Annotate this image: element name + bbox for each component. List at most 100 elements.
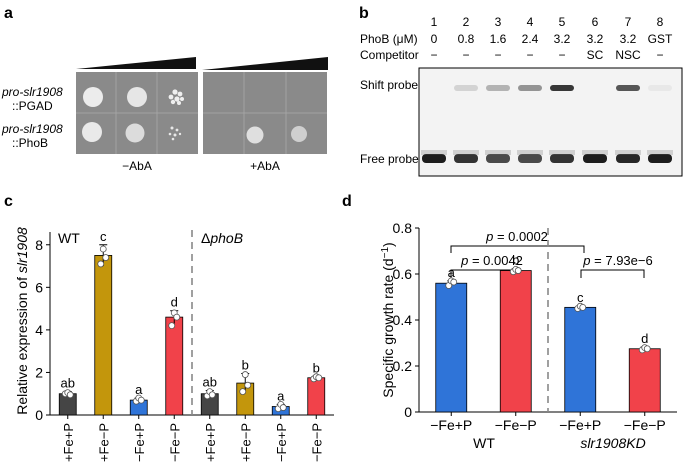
shift-probe-band [616, 85, 640, 91]
x-tick-label: +Fe+P [61, 423, 76, 462]
lane-number: 7 [625, 15, 632, 29]
data-point [579, 303, 587, 311]
colony-spot [127, 87, 147, 107]
y-tick-label: 6 [35, 279, 43, 295]
y-tick-label: 2 [35, 364, 43, 380]
lane-smear [647, 150, 673, 155]
lane-number: 8 [657, 15, 664, 29]
panel-d-plot: 0 0.2 0.4 0.6 0.8 a −Fe+P b −Fe−P c −Fe+P d −Fe−P [393, 220, 677, 433]
free-probe-label: Free probe [360, 152, 419, 166]
panel-c-letter: c [4, 193, 13, 210]
y-tick-label: 0 [35, 407, 43, 423]
phob-row-label: PhoB (μM) [360, 32, 418, 46]
shift-probe-band [648, 85, 672, 91]
data-point [643, 345, 651, 353]
x-tick-label: −Fe−P [309, 423, 324, 462]
phob-concentration: 0 [431, 32, 438, 46]
x-tick-label: −Fe−P [495, 417, 537, 433]
p-value-kd-symbol: p [582, 253, 590, 268]
y-tick-label: 0 [404, 404, 412, 420]
x-tick-label: +Fe+P [203, 423, 218, 462]
data-point [208, 391, 216, 399]
y-tick-label: 0.2 [393, 358, 413, 374]
lane-number: 3 [495, 15, 502, 29]
row1-label-line2: ::PGAD [12, 99, 53, 113]
x-tick-label: −Fe+P [274, 423, 289, 462]
phob-concentration: 1.6 [490, 32, 507, 46]
free-probe-band [454, 154, 478, 163]
panel-c: c Relative expression of slr1908 WT Δpho… [4, 193, 334, 462]
plate-left-label: −AbA [122, 159, 152, 173]
competitor-row-label: Competitor [360, 48, 419, 62]
data-point [137, 396, 145, 404]
data-point [241, 371, 249, 378]
shift-probe-band [550, 85, 574, 91]
panel-d-ylabel-main: Specific growth rate (d [380, 258, 396, 397]
x-tick-label: −Fe−P [624, 417, 666, 433]
competitor-value: − [430, 48, 437, 62]
free-probe-band [486, 154, 510, 163]
colony-speckle [168, 126, 182, 141]
significance-letter: d [641, 331, 648, 346]
data-point [102, 254, 110, 261]
data-point [315, 374, 323, 382]
colony-spot [82, 122, 102, 142]
row2-label-line1: pro-slr1908 [1, 122, 63, 136]
competitor-value: SC [587, 48, 604, 62]
panel-a-letter: a [4, 5, 13, 22]
lane-smear [615, 150, 641, 155]
free-probe-band [518, 154, 542, 163]
y-tick-label: 0.6 [393, 266, 413, 282]
phob-concentration: GST [648, 32, 673, 46]
phob-concentration: 3.2 [620, 32, 637, 46]
x-tick-label: +Fe−P [238, 423, 253, 462]
colony-spot [246, 126, 264, 144]
mutant-label: ΔphoB [201, 230, 243, 246]
bar [307, 377, 326, 416]
y-tick-label: 0.4 [393, 312, 413, 328]
panel-b: b 1 2 3 4 5 6 7 8 0 0.8 1.6 2.4 3.2 3.2 3.2 GST − − − − − S… [359, 5, 683, 177]
free-probe-band [422, 154, 446, 163]
panel-d-letter: d [342, 193, 352, 210]
gel-bands [421, 85, 673, 163]
significance-letter: d [171, 295, 178, 310]
p-value-wt: p = 0.0042 [460, 253, 523, 268]
panel-d-ylabel-sup: −1 [380, 247, 391, 259]
lane-smear [485, 150, 511, 155]
group-kd-label: slr1908KD [580, 435, 645, 451]
phob-concentration-row: 0 0.8 1.6 2.4 3.2 3.2 3.2 GST [431, 32, 673, 46]
free-probe-band [583, 154, 607, 163]
x-tick-label: +Fe−P [96, 423, 111, 462]
row2-label-line2: ::PhoB [12, 136, 48, 150]
data-point [99, 245, 107, 253]
lane-smear [582, 150, 608, 155]
bracket-kd-fe-plus-vs-minus-p [580, 269, 645, 278]
group-wt-label: WT [473, 435, 495, 451]
competitor-value: − [558, 48, 565, 62]
plate-right-label: +AbA [250, 159, 280, 173]
significance-letter: b [313, 361, 320, 376]
bar [499, 270, 532, 413]
panel-d-ylabel: Specific growth rate (d−1) [380, 242, 396, 397]
lane-number: 4 [527, 15, 534, 29]
data-point [168, 322, 176, 330]
bar [564, 306, 597, 413]
panel-a: a [1, 5, 328, 173]
significance-letter: b [512, 253, 519, 268]
plate-grid [76, 72, 327, 154]
competitor-value: − [656, 48, 663, 62]
dilution-wedge-right [202, 57, 328, 70]
shift-probe-band [486, 85, 510, 91]
shift-probe-label: Shift probe [360, 78, 418, 92]
phob-concentration: 2.4 [522, 32, 539, 46]
colony-speckle [168, 89, 184, 105]
competitor-row: − − − − − SC NSC − [430, 48, 663, 62]
data-point [450, 278, 458, 286]
p-value-kd-value: = 7.93e−6 [591, 253, 653, 268]
significance-letter: ab [61, 376, 75, 391]
competitor-value: − [494, 48, 501, 62]
lane-number: 5 [559, 15, 566, 29]
lane-smear [453, 150, 479, 155]
significance-letter: c [100, 229, 107, 244]
